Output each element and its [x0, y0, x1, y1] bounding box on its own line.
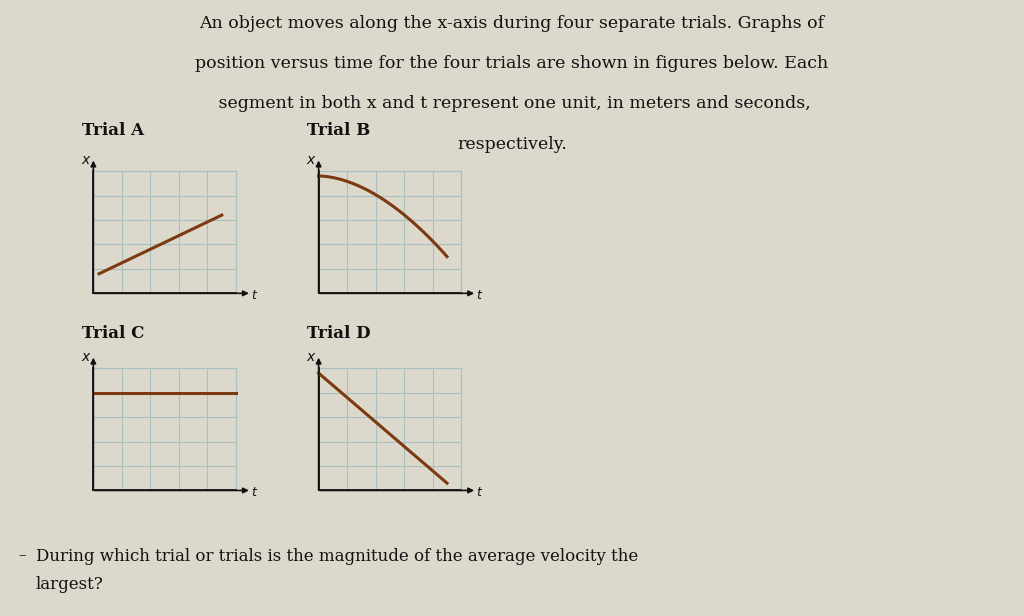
Text: x: x — [81, 153, 89, 167]
Text: –: – — [18, 548, 26, 562]
Text: Trial A: Trial A — [82, 121, 144, 139]
Text: x: x — [306, 351, 314, 364]
Text: t: t — [251, 486, 256, 499]
Text: t: t — [251, 289, 256, 302]
Text: respectively.: respectively. — [457, 136, 567, 153]
Text: Trial D: Trial D — [307, 325, 371, 342]
Text: During which trial or trials is the magnitude of the average velocity the: During which trial or trials is the magn… — [36, 548, 638, 565]
Text: Trial C: Trial C — [82, 325, 144, 342]
Text: t: t — [476, 486, 481, 499]
Text: segment in both x and t represent one unit, in meters and seconds,: segment in both x and t represent one un… — [213, 95, 811, 113]
Text: Trial B: Trial B — [307, 121, 371, 139]
Text: largest?: largest? — [36, 576, 103, 593]
Text: t: t — [476, 289, 481, 302]
Text: x: x — [81, 351, 89, 364]
Text: position versus time for the four trials are shown in figures below. Each: position versus time for the four trials… — [196, 55, 828, 73]
Text: x: x — [306, 153, 314, 167]
Text: An object moves along the x-axis during four separate trials. Graphs of: An object moves along the x-axis during … — [200, 15, 824, 33]
